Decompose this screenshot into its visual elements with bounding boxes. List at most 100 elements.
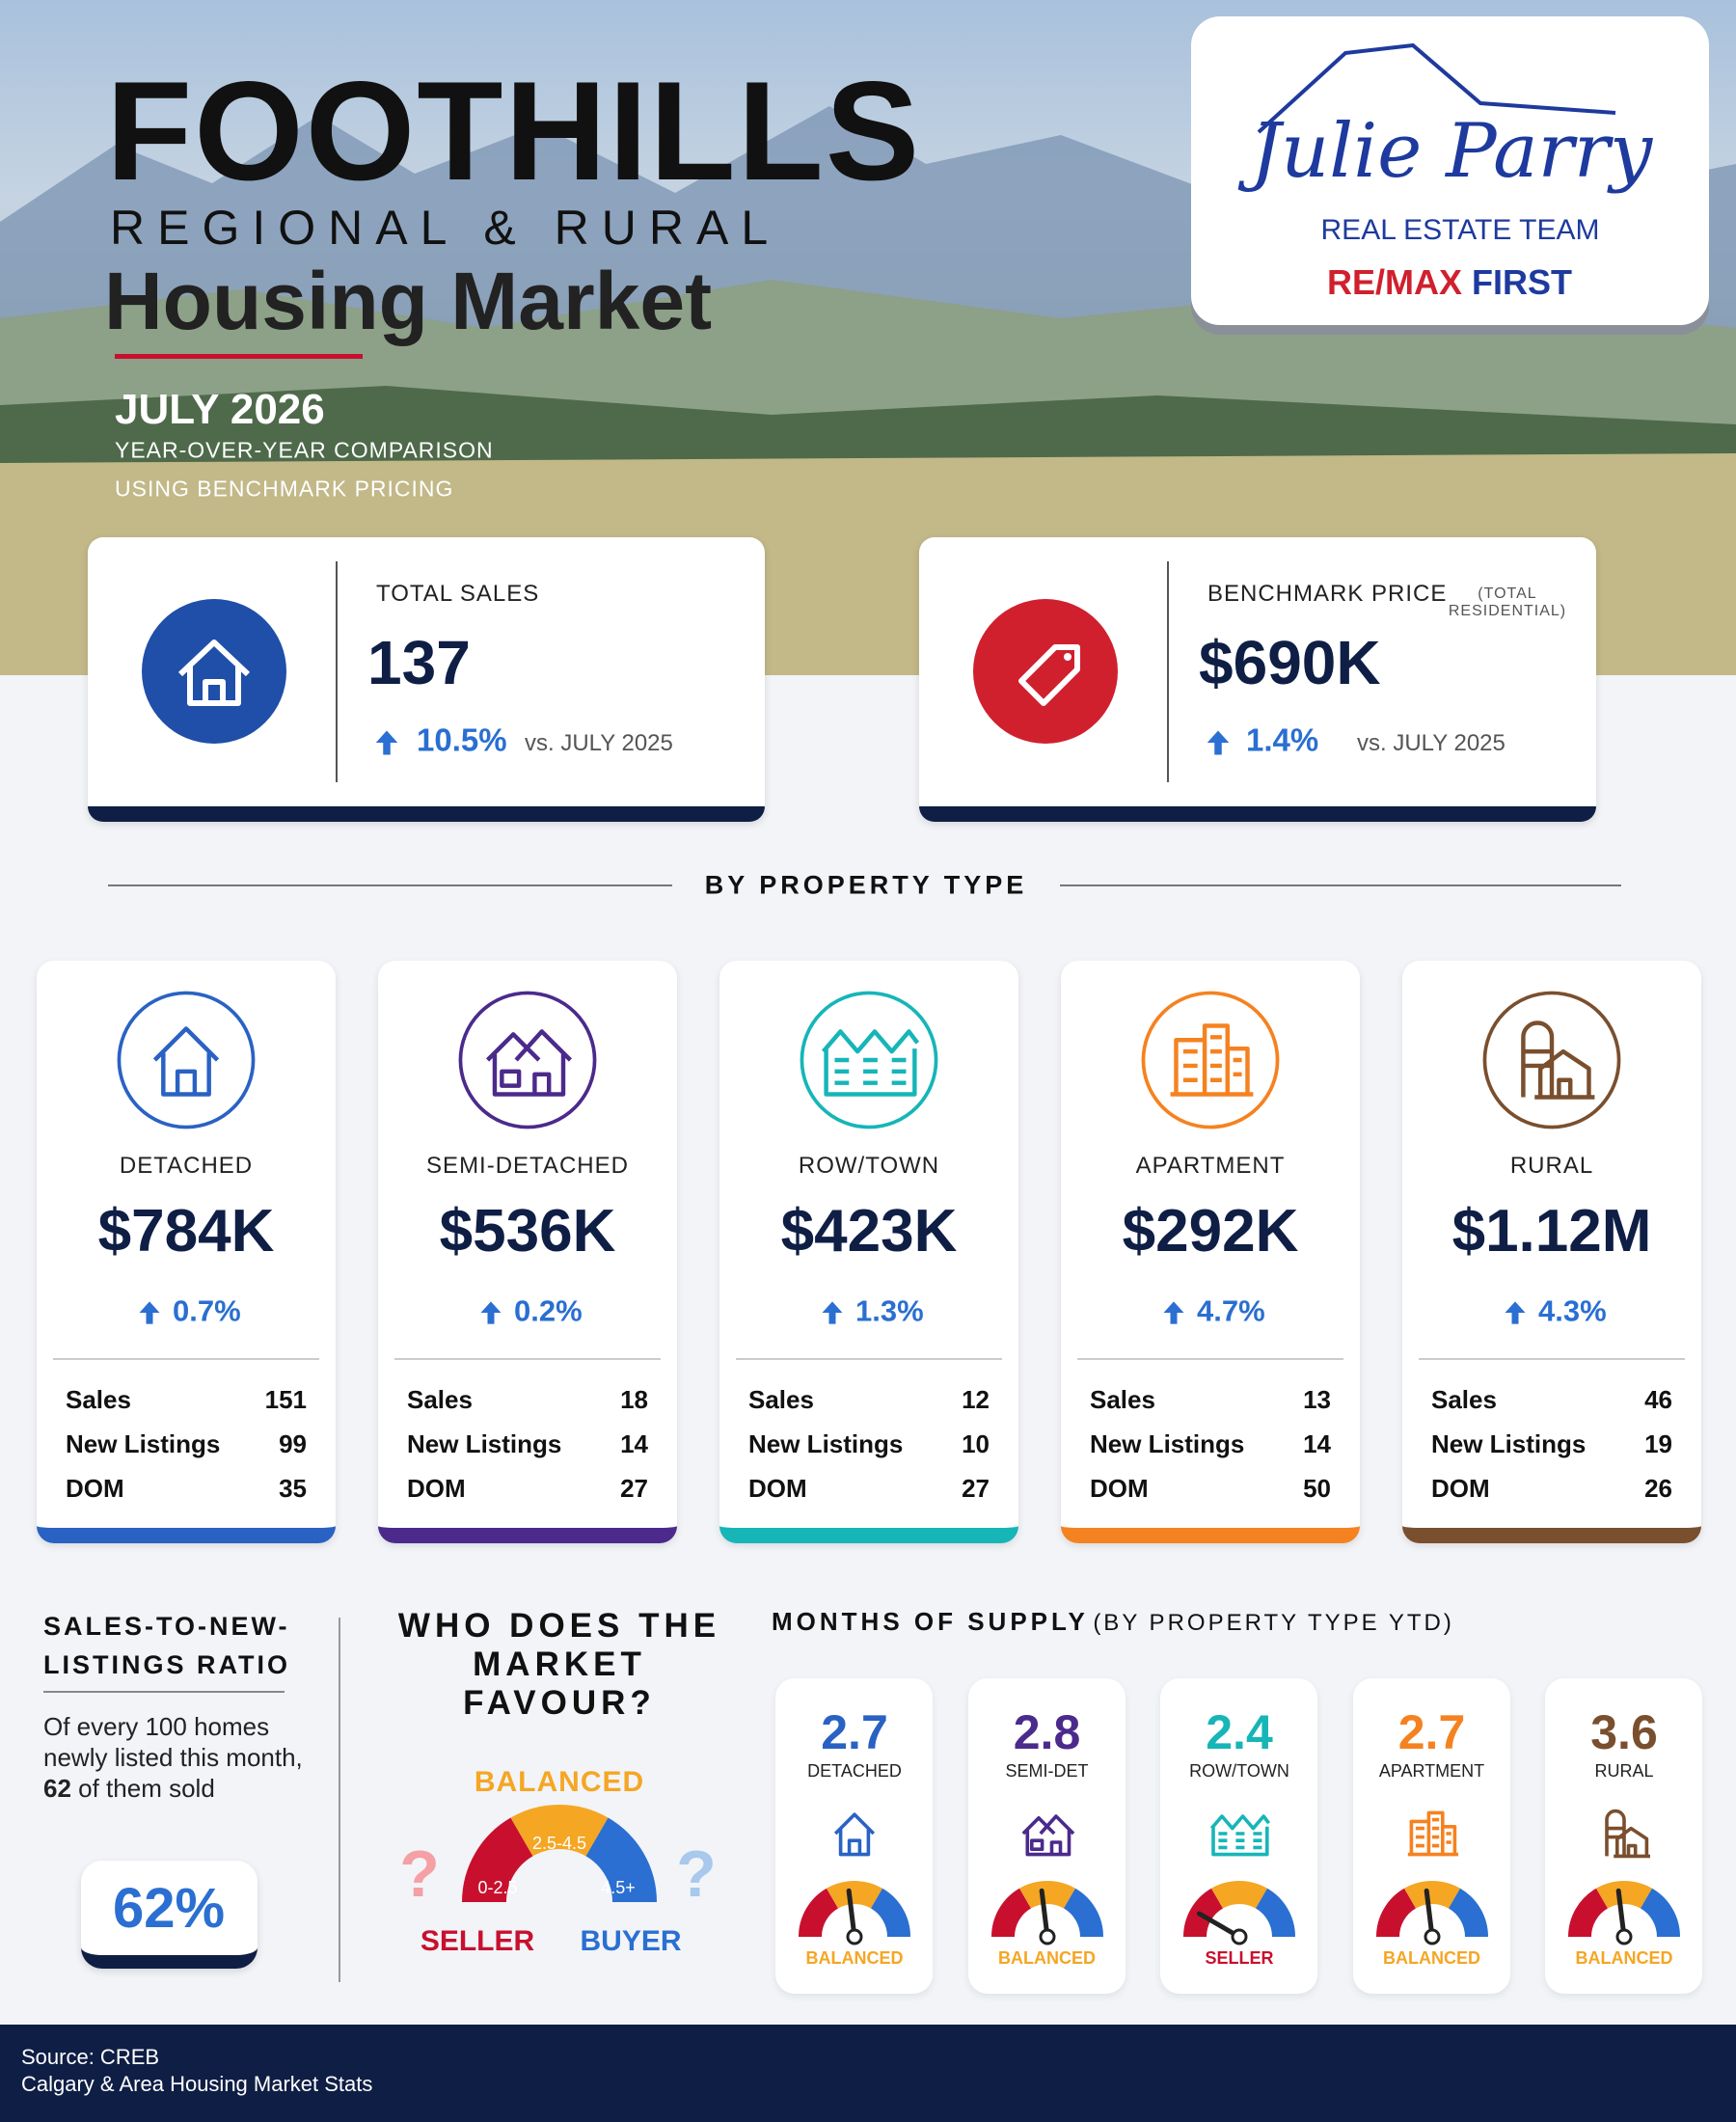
footer-note: Calgary & Area Housing Market Stats (21, 2072, 373, 2096)
type-icon (833, 1812, 876, 1857)
section-title: BY PROPERTY TYPE (704, 870, 1028, 900)
gauge-range: 2.5-4.5 (531, 1834, 587, 1853)
ratio-pill: 62% (81, 1861, 258, 1969)
gauge-arc (1447, 1888, 1488, 1938)
icon-ring (1482, 991, 1621, 1129)
type-price: $1.12M (1451, 1198, 1652, 1265)
stat-label: DOM (66, 1474, 124, 1503)
house-glyph (177, 639, 251, 706)
summary-card: TOTAL SALES 137 10.5% vs. JULY 2025 (88, 537, 765, 822)
summary-change: 10.5% (417, 721, 507, 758)
gauge-arc (1640, 1888, 1680, 1938)
type-icon (1482, 991, 1621, 1129)
up-arrow (822, 1301, 843, 1324)
type-change: 1.3% (855, 1293, 924, 1328)
stat-value: 14 (620, 1429, 648, 1458)
up-arrow (1505, 1301, 1526, 1324)
logo-roof (1257, 42, 1616, 134)
red-rule (115, 354, 363, 359)
favour-status: BALANCED (474, 1766, 645, 1798)
type-icon (458, 991, 597, 1129)
icon-glyph (152, 1026, 220, 1097)
roof-line (1257, 42, 1616, 134)
type-name: ROW/TOWN (798, 1153, 940, 1179)
supply-value: 2.7 (821, 1705, 888, 1759)
up-arrow (1207, 730, 1230, 755)
card-divider (736, 1358, 1002, 1360)
type-icon (1605, 1809, 1650, 1859)
icon-glyph (1209, 1814, 1271, 1857)
stat-value: 13 (1303, 1385, 1331, 1414)
icon-circle (142, 599, 286, 744)
summary-icon (142, 599, 286, 744)
icon-ring (1141, 991, 1280, 1129)
stat-label: DOM (407, 1474, 466, 1503)
property-card: SEMI-DETACHED $536K 0.2% Sales 18 New Listing… (378, 961, 677, 1543)
favour-gauge (462, 1805, 657, 1903)
supply-value: 3.6 (1590, 1705, 1658, 1759)
icon-circle (973, 599, 1118, 744)
arrow-shape (1505, 1301, 1526, 1324)
gauge-range: 0-2.5 (477, 1878, 518, 1897)
arrow-shape (1207, 730, 1230, 755)
stat-value: 151 (264, 1385, 307, 1414)
stat-label: New Listings (1431, 1429, 1587, 1458)
footer: Source: CREB Calgary & Area Housing Marke… (0, 2025, 1736, 2122)
gauge-range: 4.5+ (601, 1878, 636, 1897)
arrow-shape (375, 730, 398, 755)
header-note: YEAR-OVER-YEAR COMPARISON (115, 437, 494, 463)
up-arrow (480, 1301, 502, 1324)
supply-heading: MONTHS OF SUPPLY (BY PROPERTY TYPE YTD) (772, 1609, 1454, 1635)
gauge-arc (990, 1888, 1032, 1938)
gauge-arc (870, 1888, 910, 1938)
stat-label: New Listings (66, 1429, 221, 1458)
stat-label: New Listings (407, 1429, 562, 1458)
vertical-divider (339, 1618, 340, 1982)
supply-title: MONTHS OF SUPPLY (772, 1607, 1089, 1636)
ratio-text: Of every 100 homes newly listed this mon… (43, 1711, 323, 1804)
stat-value: 19 (1644, 1429, 1672, 1458)
type-price: $536K (439, 1198, 616, 1265)
arrow-shape (139, 1301, 160, 1324)
supply-card: 2.7 DETACHED BALANCED (775, 1678, 933, 1994)
type-change: 0.2% (514, 1293, 583, 1328)
icon-glyph (485, 1029, 572, 1097)
stat-value: 10 (962, 1429, 990, 1458)
type-icon (117, 991, 256, 1129)
supply-subtitle: (BY PROPERTY TYPE YTD) (1093, 1610, 1454, 1636)
ratio-text-before: Of every 100 homes newly listed this mon… (43, 1712, 303, 1772)
supply-card: 2.8 SEMI-DET BALANCED (967, 1678, 1126, 1994)
stat-value: 12 (962, 1385, 990, 1414)
up-arrow (1163, 1301, 1184, 1324)
summary-compare: vs. JULY 2025 (525, 730, 673, 756)
supply-card: 2.7 APARTMENT BALANCED (1352, 1678, 1510, 1994)
subtitle: REGIONAL & RURAL (110, 201, 781, 255)
stat-label: Sales (1431, 1385, 1497, 1414)
logo-brand: RE/MAX (1326, 262, 1462, 302)
ratio-value: 62% (112, 1877, 226, 1940)
summary-card: BENCHMARK PRICE (TOTAL RESIDENTIAL) $690K 1… (919, 537, 1596, 822)
type-name: DETACHED (119, 1153, 254, 1179)
card-divider (1419, 1358, 1685, 1360)
ratio-text-after: of them sold (70, 1774, 215, 1803)
stat-value: 46 (1644, 1385, 1672, 1414)
gauge-arc (1596, 1881, 1652, 1909)
tag-glyph (1018, 644, 1080, 706)
stat-label: Sales (66, 1385, 131, 1414)
type-icon (1209, 1814, 1271, 1857)
favour-buyer: BUYER (580, 1925, 682, 1957)
type-price: $292K (1122, 1198, 1299, 1265)
logo-brokerage: RE/MAX FIRST (1327, 265, 1572, 300)
stat-label: DOM (748, 1474, 807, 1503)
needle-hub (846, 1928, 863, 1945)
supply-gauge (1183, 1881, 1295, 1945)
needle-hub (1424, 1928, 1440, 1945)
supply-gauge (990, 1881, 1103, 1945)
up-arrow (139, 1301, 160, 1324)
type-price: $784K (97, 1198, 275, 1265)
stat-label: Sales (407, 1385, 473, 1414)
question-mark: ? (676, 1837, 717, 1911)
property-card: ROW/TOWN $423K 1.3% Sales 12 New Listings 10 DO… (719, 961, 1018, 1543)
icon-ring (800, 991, 938, 1129)
icon-glyph (1521, 1020, 1595, 1100)
